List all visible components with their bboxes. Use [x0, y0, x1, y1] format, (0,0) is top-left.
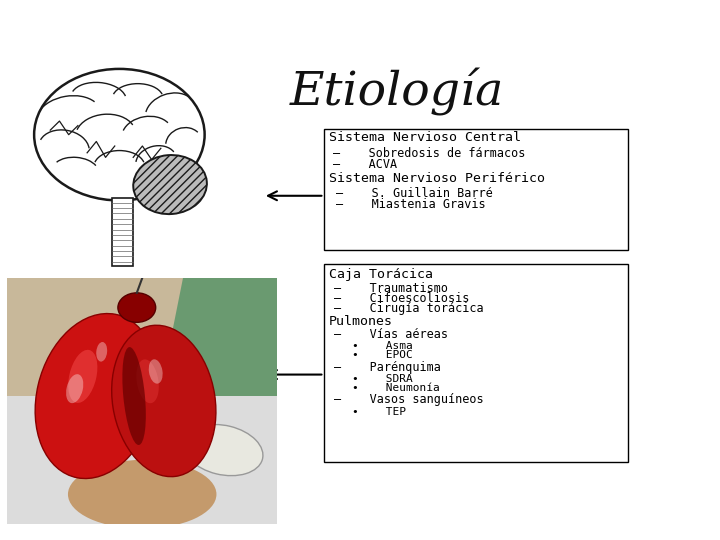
Text: Etiología: Etiología — [289, 68, 504, 116]
Text: •    SDRA: • SDRA — [352, 374, 413, 384]
Text: •    Asma: • Asma — [352, 341, 413, 351]
Polygon shape — [156, 278, 277, 413]
Ellipse shape — [184, 424, 263, 476]
Ellipse shape — [68, 350, 97, 403]
Ellipse shape — [68, 460, 217, 529]
Ellipse shape — [136, 359, 159, 403]
Ellipse shape — [149, 359, 163, 383]
Ellipse shape — [96, 342, 107, 362]
Polygon shape — [112, 198, 133, 266]
Text: –    ACVA: – ACVA — [333, 158, 397, 171]
FancyBboxPatch shape — [7, 396, 277, 524]
Ellipse shape — [35, 314, 158, 478]
Text: –    Vasos sanguíneos: – Vasos sanguíneos — [334, 394, 484, 407]
Text: –    Cirugía torácica: – Cirugía torácica — [334, 302, 484, 315]
Text: Pulmones: Pulmones — [329, 315, 393, 328]
Ellipse shape — [66, 374, 84, 403]
Ellipse shape — [118, 293, 156, 322]
Text: –    Vías aéreas: – Vías aéreas — [334, 328, 449, 341]
Text: Caja Torácica: Caja Torácica — [329, 268, 433, 281]
Text: •    TEP: • TEP — [352, 407, 406, 416]
FancyBboxPatch shape — [324, 265, 629, 462]
Text: Sistema Nervioso Central: Sistema Nervioso Central — [329, 131, 521, 145]
Text: –    Sobredosis de fármacos: – Sobredosis de fármacos — [333, 147, 525, 160]
FancyBboxPatch shape — [7, 278, 277, 413]
Ellipse shape — [133, 155, 207, 214]
Text: –    Cifoescoliosis: – Cifoescoliosis — [334, 292, 469, 305]
Ellipse shape — [112, 325, 216, 477]
FancyBboxPatch shape — [324, 129, 629, 250]
Ellipse shape — [34, 69, 204, 200]
Text: •    Neumonía: • Neumonía — [352, 383, 440, 393]
Text: Sistema Nervioso Periférico: Sistema Nervioso Periférico — [329, 172, 545, 185]
Ellipse shape — [122, 347, 146, 445]
Text: –    Traumatismo: – Traumatismo — [334, 282, 449, 295]
Text: –    Parénquima: – Parénquima — [334, 361, 441, 374]
Text: •    EPOC: • EPOC — [352, 350, 413, 360]
Text: –    S. Guillain Barré: – S. Guillain Barré — [336, 187, 492, 200]
Text: –    Miastenia Gravis: – Miastenia Gravis — [336, 198, 485, 212]
